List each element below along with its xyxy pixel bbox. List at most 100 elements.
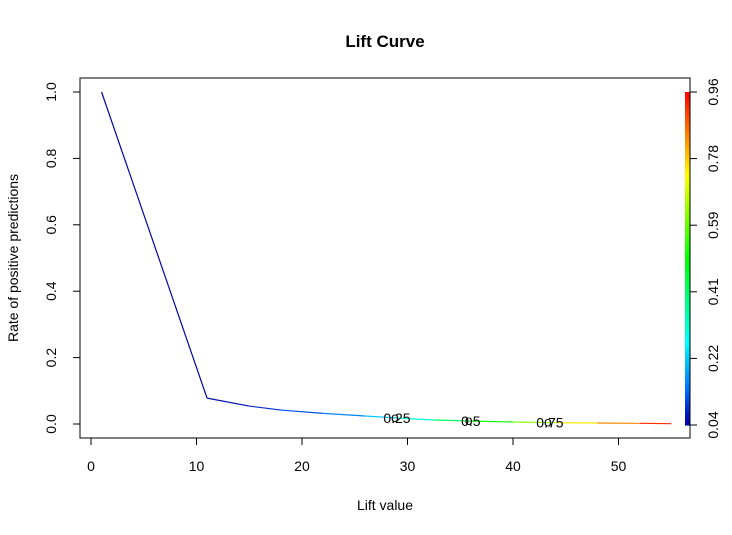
colorbar-tick-label: 0.41 <box>705 278 721 305</box>
colorbar-swatch <box>685 358 690 364</box>
colorbar-swatch <box>685 283 690 289</box>
colorbar-swatch <box>685 308 690 314</box>
cutoff-marker: o <box>391 409 399 425</box>
colorbar-swatch <box>685 146 690 151</box>
colorbar-swatch <box>685 400 690 405</box>
colorbar-swatch <box>685 312 690 318</box>
cutoff-marker: o <box>465 412 473 428</box>
lift-curve-segment <box>206 397 250 407</box>
colorbar-swatch <box>685 254 690 260</box>
colorbar-tick-label: 0.78 <box>705 145 721 172</box>
colorbar-swatch <box>685 154 690 160</box>
colorbar-swatch <box>685 92 690 97</box>
colorbar-swatch <box>685 275 690 280</box>
colorbar-swatch <box>685 258 690 264</box>
lift-curve-segment <box>323 412 366 417</box>
x-tick-label: 0 <box>87 458 95 474</box>
colorbar-swatch <box>685 279 690 285</box>
colorbar-swatch <box>685 375 690 380</box>
colorbar-swatch <box>685 229 690 235</box>
colorbar-swatch <box>685 221 690 226</box>
lift-curve-segment <box>396 417 434 421</box>
colorbar-swatch <box>685 366 690 372</box>
colorbar-swatch <box>685 96 690 101</box>
colorbar-swatch <box>685 304 690 310</box>
colorbar-swatch <box>685 300 690 305</box>
x-tick-label: 40 <box>505 458 521 474</box>
colorbar-swatch <box>685 412 690 418</box>
colorbar-swatch <box>685 362 690 368</box>
colorbar-swatch <box>685 383 690 389</box>
colorbar: 0.04 0.22 0.41 0.59 0.78 0.96 <box>685 78 721 439</box>
cutoff-annotations: o0.25 o0.5 o0.75 <box>383 409 563 431</box>
lift-curve-segment <box>433 419 471 422</box>
x-tick-label: 50 <box>611 458 627 474</box>
colorbar-swatch <box>685 150 690 156</box>
colorbar-swatch <box>685 183 690 189</box>
y-tick-label: 0.2 <box>43 348 59 368</box>
colorbar-tick-label: 0.59 <box>705 211 721 238</box>
colorbar-swatch <box>685 112 690 118</box>
y-tick-label: 0.0 <box>43 414 59 434</box>
lift-series <box>100 91 672 425</box>
colorbar-swatch <box>685 395 690 401</box>
lift-curve-segment <box>365 415 397 419</box>
y-axis-label: Rate of positive predictions <box>5 174 21 342</box>
colorbar-swatch <box>685 391 690 397</box>
colorbar-swatch <box>685 187 690 193</box>
lift-curve-segment <box>470 420 514 423</box>
colorbar-swatch <box>685 291 690 297</box>
colorbar-swatch <box>685 408 690 414</box>
colorbar-swatch <box>685 316 690 322</box>
cutoff-label: 0.25 <box>383 410 410 426</box>
colorbar-tick-label: 0.04 <box>705 411 721 438</box>
plot-frame <box>79 77 691 439</box>
colorbar-swatch <box>685 125 690 131</box>
colorbar-swatch <box>685 333 690 339</box>
colorbar-swatch <box>685 216 690 222</box>
colorbar-swatch <box>685 121 690 126</box>
colorbar-swatch <box>685 329 690 335</box>
chart-title: Lift Curve <box>345 32 424 51</box>
cutoff-label: 0.5 <box>461 413 481 429</box>
colorbar-swatch <box>685 354 690 359</box>
colorbar-swatch <box>685 175 690 181</box>
colorbar-tick-label: 0.96 <box>705 78 721 105</box>
colorbar-swatch <box>685 108 690 114</box>
y-tick-label: 0.8 <box>43 148 59 168</box>
y-tick-label: 0.4 <box>43 281 59 301</box>
colorbar-swatch <box>685 200 690 205</box>
colorbar-swatch <box>685 266 690 272</box>
colorbar-swatch <box>685 141 690 147</box>
colorbar-swatch <box>685 208 690 214</box>
colorbar-swatch <box>685 337 690 343</box>
colorbar-swatch <box>685 404 690 409</box>
colorbar-swatch <box>685 171 690 176</box>
colorbar-swatch <box>685 137 690 143</box>
lift-curve-segment <box>512 421 556 424</box>
colorbar-swatch <box>685 420 690 426</box>
colorbar-swatch <box>685 116 690 122</box>
y-tick-label: 0.6 <box>43 215 59 235</box>
x-axis-label: Lift value <box>357 497 413 513</box>
colorbar-swatch <box>685 350 690 355</box>
colorbar-swatch <box>685 104 690 110</box>
colorbar-swatch <box>685 196 690 201</box>
colorbar-swatch <box>685 270 690 276</box>
colorbar-swatch <box>685 241 690 247</box>
lift-curve-segment <box>100 91 208 399</box>
colorbar-swatch <box>685 166 690 172</box>
colorbar-swatch <box>685 262 690 268</box>
lift-curve-segment <box>249 405 281 411</box>
colorbar-swatch <box>685 416 690 422</box>
colorbar-swatch <box>685 250 690 255</box>
colorbar-swatch <box>685 325 690 330</box>
colorbar-swatch <box>685 345 690 351</box>
colorbar-swatch <box>685 158 690 164</box>
colorbar-swatch <box>685 237 690 243</box>
colorbar-swatch <box>685 370 690 376</box>
colorbar-swatch <box>685 100 690 106</box>
x-tick-label: 30 <box>400 458 416 474</box>
x-tick-label: 20 <box>294 458 310 474</box>
